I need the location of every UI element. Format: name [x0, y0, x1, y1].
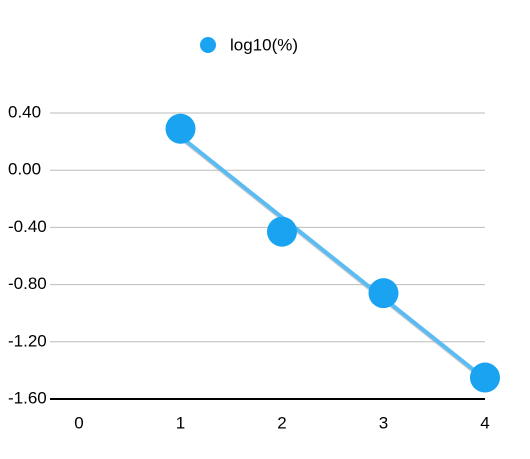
y-tick-label: -1.20 — [8, 331, 47, 350]
x-tick-label: 3 — [379, 413, 388, 432]
x-tick-label: 0 — [74, 413, 83, 432]
point — [470, 362, 500, 393]
y-tick-label: -0.80 — [8, 274, 47, 293]
y-tick-label: -0.40 — [8, 217, 47, 236]
trendline — [179, 135, 487, 381]
x-tick-label: 4 — [480, 413, 489, 432]
x-tick-label: 1 — [176, 413, 185, 432]
y-tick-label: 0.00 — [8, 160, 41, 179]
legend-marker — [200, 37, 216, 53]
point — [368, 278, 399, 309]
y-tick-label: -1.60 — [8, 388, 47, 407]
point — [165, 113, 196, 144]
legend-label: log10(%) — [230, 35, 298, 54]
point — [267, 216, 297, 247]
x-tick-label: 2 — [277, 413, 286, 432]
y-tick-label: 0.40 — [8, 102, 41, 121]
